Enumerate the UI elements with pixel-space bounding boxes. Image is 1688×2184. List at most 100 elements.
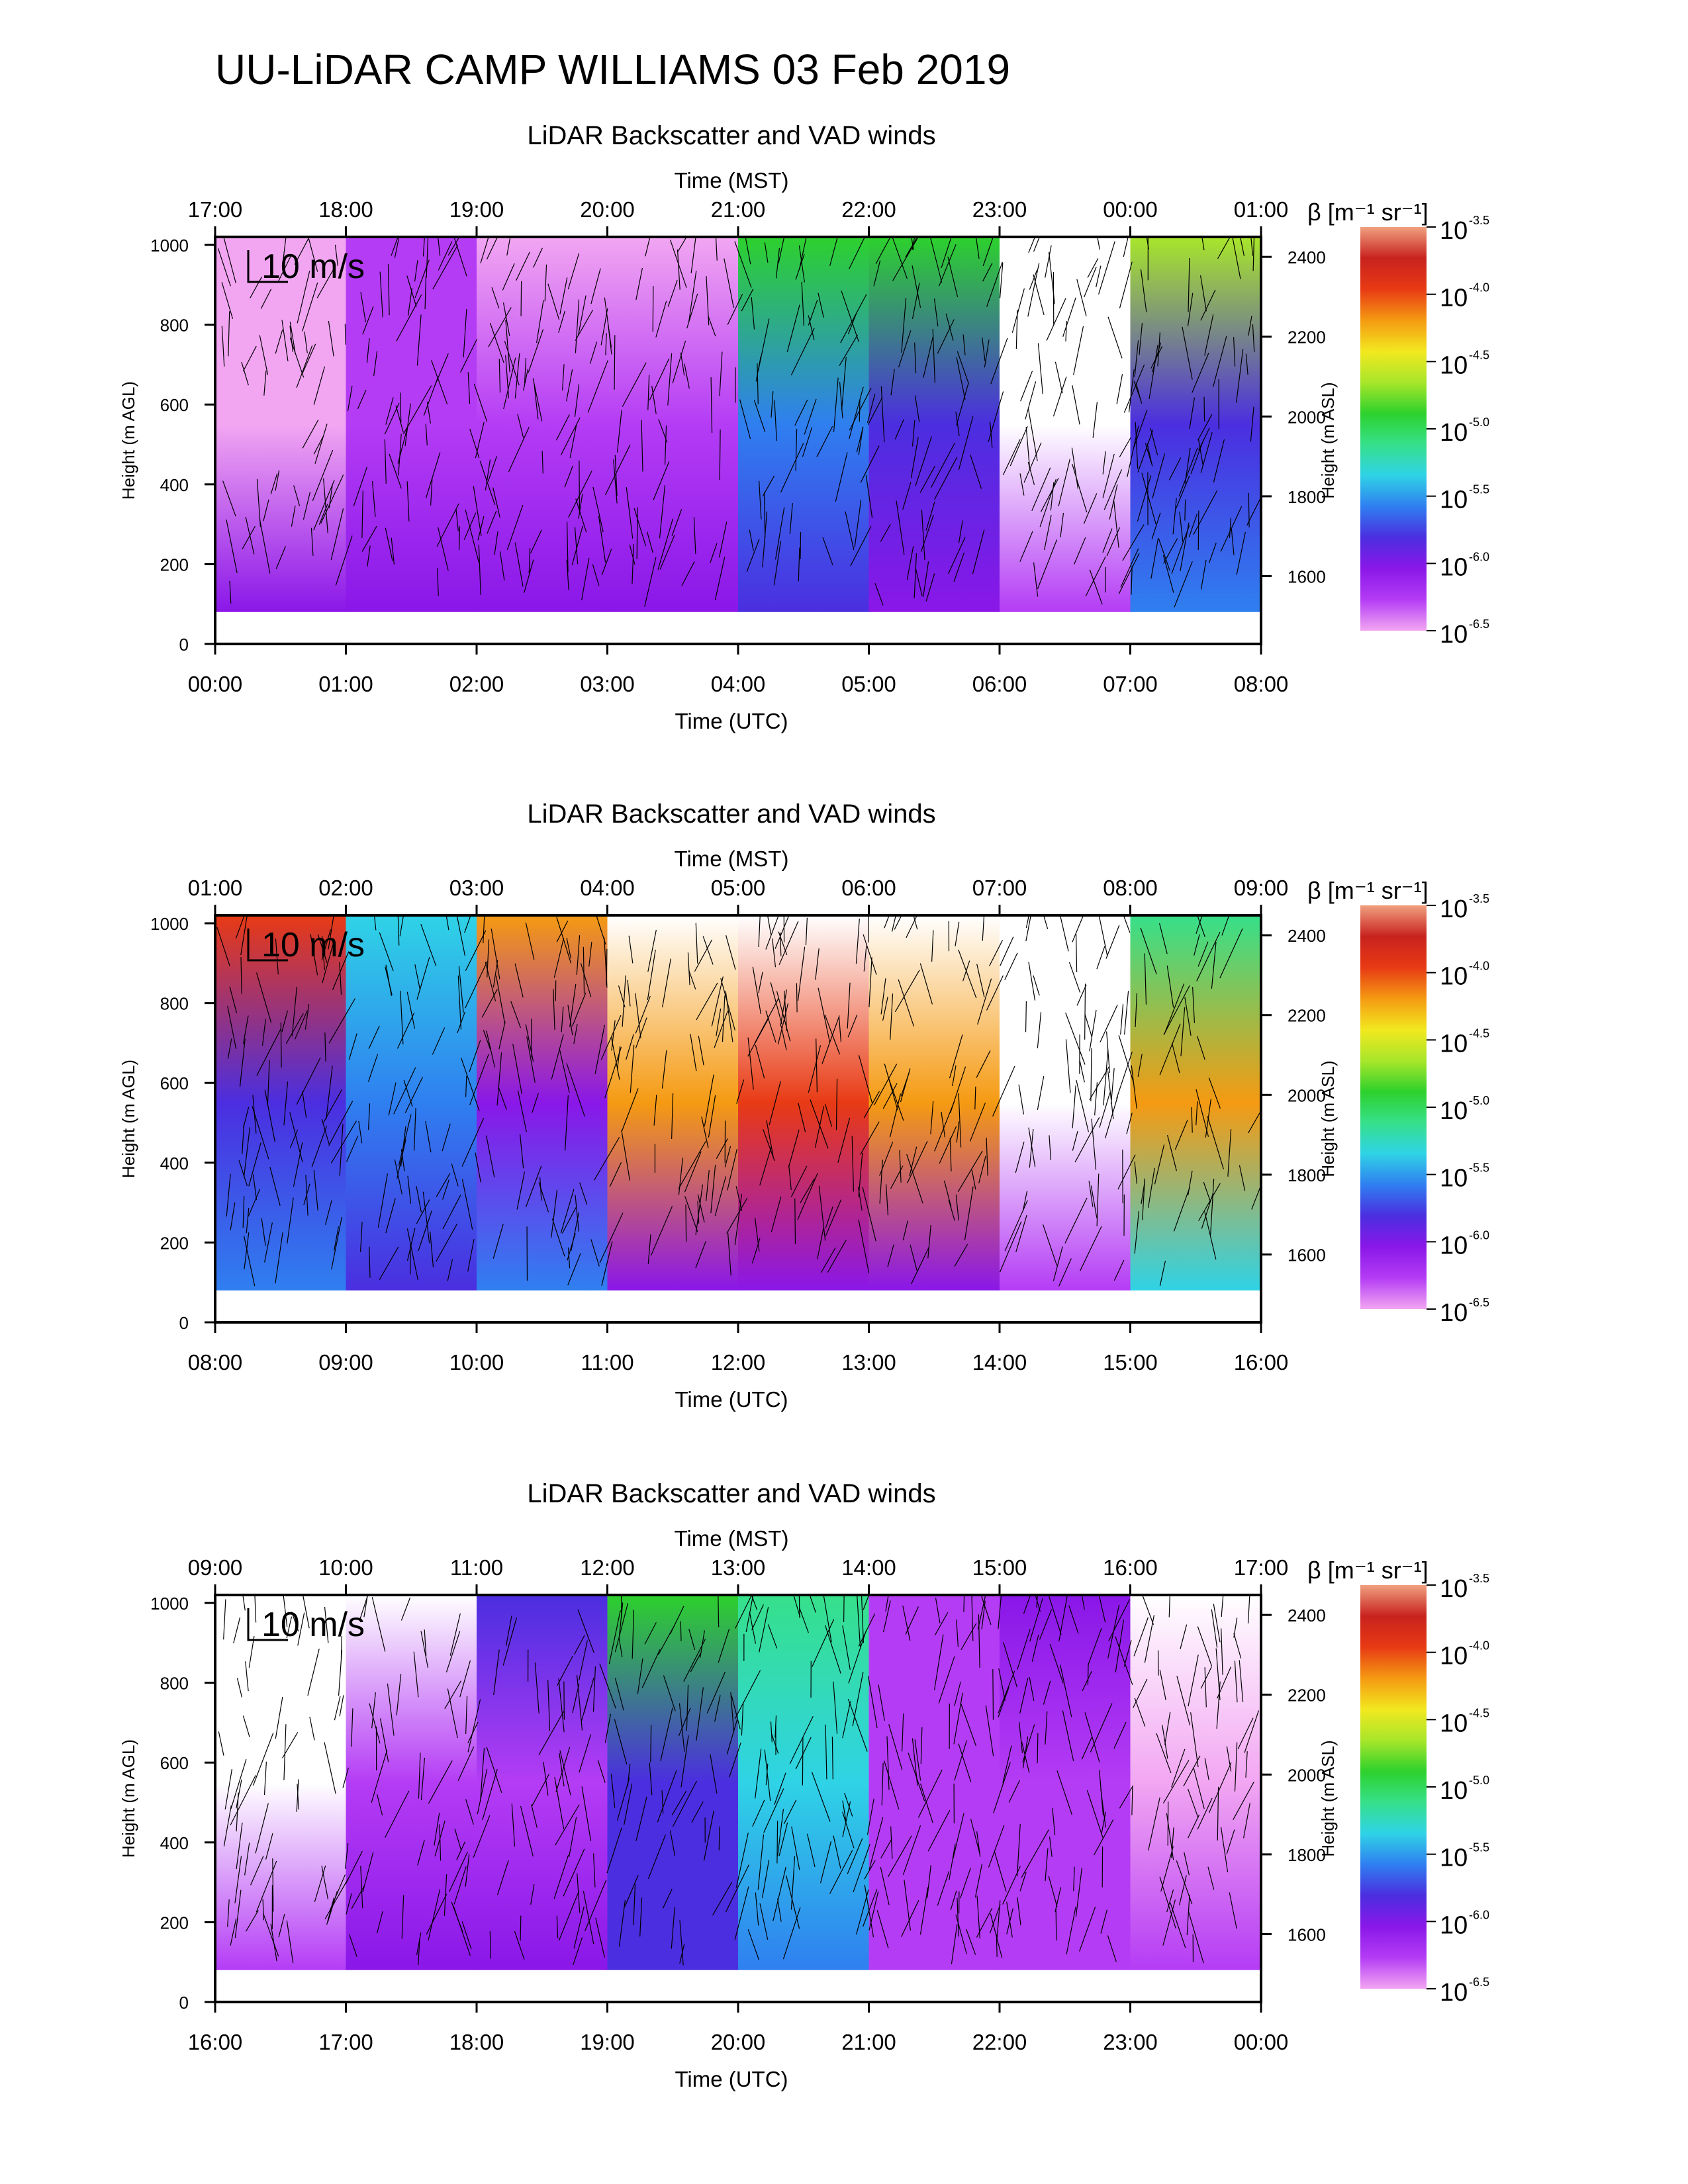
wind-arrow [667, 280, 678, 307]
wind-arrow [757, 1834, 765, 1890]
wind-arrow [587, 360, 608, 413]
wind-arrow [563, 1848, 585, 1897]
wind-arrow [637, 1658, 643, 1694]
wind-arrow [1009, 426, 1028, 467]
wind-arrow [1240, 237, 1245, 256]
wind-arrow [891, 915, 896, 932]
wind-arrow [467, 1699, 481, 1752]
wind-arrow [242, 525, 256, 549]
wind-arrow [704, 1074, 714, 1126]
wind-arrow [1166, 1889, 1174, 1913]
wind-arrow [1081, 1737, 1092, 1760]
wind-arrow [896, 500, 905, 555]
wind-arrow [604, 1713, 612, 1743]
wind-arrow [555, 1747, 571, 1792]
wind-arrow [256, 478, 261, 527]
wind-arrow [1109, 484, 1118, 520]
wind-arrow [1076, 984, 1087, 1006]
wind-arrow [724, 258, 734, 308]
y-right-tick-label: 2200 [1288, 1006, 1326, 1026]
wind-arrow [1088, 1627, 1102, 1665]
y-right-tick-label: 1800 [1288, 1845, 1326, 1865]
wind-arrow [1100, 1909, 1107, 1934]
wind-arrow [990, 338, 1008, 385]
wind-arrow [798, 1595, 800, 1618]
wind-arrow [530, 529, 542, 554]
wind-arrow [825, 1625, 841, 1674]
wind-arrow [693, 517, 696, 554]
wind-arrow [1204, 314, 1214, 356]
wind-arrow [358, 1120, 363, 1144]
wind-arrow [962, 334, 966, 355]
wind-arrow [1213, 336, 1227, 387]
x-top-tick-label: 06:00 [841, 876, 896, 900]
wind-arrow [1097, 237, 1100, 250]
wind-arrow [955, 1194, 959, 1221]
wind-arrow [882, 997, 888, 1021]
panel-title: LiDAR Backscatter and VAD winds [527, 1479, 935, 1508]
wind-arrow [958, 520, 963, 543]
wind-arrow [867, 1798, 874, 1835]
wind-arrow [406, 991, 416, 1029]
wind-arrow [233, 1617, 241, 1644]
wind-arrow [759, 480, 762, 520]
wind-arrow [915, 436, 932, 486]
wind-arrow [321, 936, 325, 970]
wind-arrow [330, 1120, 357, 1163]
wind-arrow [842, 1701, 851, 1739]
x-top-tick-label: 21:00 [711, 197, 766, 222]
wind-arrow [313, 1169, 318, 1211]
wind-arrow [777, 1898, 782, 1922]
wind-arrow [329, 1874, 346, 1911]
wind-arrow [360, 1866, 363, 1909]
wind-arrow [1075, 934, 1078, 973]
wind-arrow [847, 982, 851, 1029]
wind-arrow [346, 1893, 352, 1915]
wind-arrow [765, 1010, 776, 1043]
wind-arrow [541, 451, 543, 474]
wind-arrow [242, 1015, 249, 1044]
wind-arrow [984, 340, 990, 368]
wind-arrow [1048, 1876, 1058, 1907]
wind-arrow [972, 529, 985, 574]
wind-arrow [608, 325, 612, 355]
wind-arrow [457, 1746, 475, 1781]
wind-arrow [1089, 1066, 1110, 1101]
wind-arrow [1145, 443, 1152, 464]
wind-arrow [351, 1708, 353, 1747]
wind-arrow [1127, 426, 1139, 477]
wind-arrow [491, 929, 500, 979]
wind-arrow [1233, 1782, 1254, 1821]
wind-arrow [371, 481, 376, 517]
wind-reference: 10 m/s [247, 1606, 365, 1644]
wind-arrow [1150, 538, 1159, 579]
wind-arrow [847, 1015, 858, 1038]
wind-arrow [764, 1749, 771, 1801]
wind-arrow [1163, 538, 1178, 564]
wind-arrow [974, 1864, 983, 1898]
wind-arrow [264, 1222, 273, 1263]
colorbar-tick-exponent: -5.5 [1469, 1841, 1489, 1854]
wind-arrow [718, 1629, 730, 1663]
wind-arrow [899, 1150, 902, 1183]
wind-arrow [461, 1921, 472, 1950]
wind-arrow [241, 361, 249, 386]
wind-arrow [1029, 1598, 1043, 1642]
wind-reference: 10 m/s [247, 248, 365, 286]
wind-arrow [416, 1199, 430, 1224]
wind-arrow [445, 915, 449, 931]
y-right-axis-label: Height (m ASL) [1318, 1060, 1338, 1177]
wind-arrow [483, 915, 485, 944]
wind-arrow [894, 915, 902, 930]
wind-arrow [366, 338, 370, 363]
wind-reference-label: 10 m/s [261, 1606, 365, 1644]
wind-arrow [949, 1138, 952, 1172]
wind-arrow [671, 1093, 674, 1140]
wind-arrow [905, 1606, 919, 1635]
wind-arrow [804, 398, 817, 435]
wind-arrow [397, 1013, 415, 1049]
wind-reference: 10 m/s [247, 926, 365, 964]
wind-arrow [346, 1135, 359, 1162]
wind-arrow [1105, 567, 1107, 593]
wind-arrow [1028, 1127, 1036, 1167]
